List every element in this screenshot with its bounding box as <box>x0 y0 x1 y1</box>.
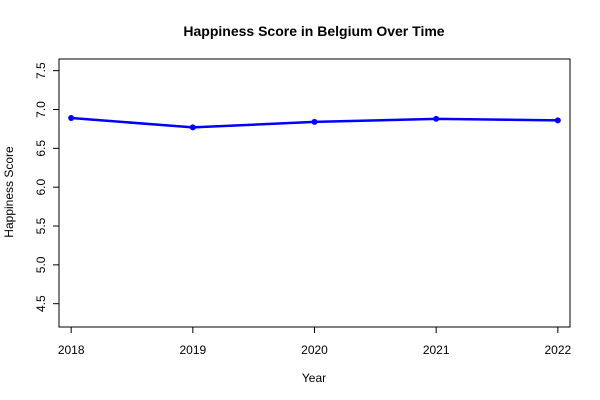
x-tick-label: 2020 <box>301 343 328 357</box>
y-tick-label: 7.5 <box>34 62 48 79</box>
y-axis-label: Happiness Score <box>2 146 16 238</box>
x-axis-label: Year <box>302 371 326 385</box>
x-axis: 2018 2019 2020 2021 2022 <box>58 326 572 357</box>
data-point <box>189 124 196 131</box>
series-layer <box>68 115 561 131</box>
plot-area-frame <box>58 58 571 328</box>
x-tick-label: 2019 <box>179 343 206 357</box>
data-point <box>433 115 440 122</box>
x-tick-label: 2022 <box>544 343 571 357</box>
chart-title: Happiness Score in Belgium Over Time <box>183 23 444 39</box>
data-point <box>68 115 75 122</box>
y-tick-label: 6.5 <box>34 140 48 157</box>
y-tick-label: 5.0 <box>34 256 48 273</box>
x-tick-label: 2021 <box>423 343 450 357</box>
y-tick-label: 5.5 <box>34 217 48 234</box>
y-tick-label: 7.0 <box>34 101 48 118</box>
y-tick-label: 6.0 <box>34 179 48 196</box>
data-point <box>554 117 561 124</box>
data-point <box>311 118 318 125</box>
x-tick-label: 2018 <box>58 343 85 357</box>
y-tick-label: 4.5 <box>34 295 48 312</box>
y-axis: 4.5 5.0 5.5 6.0 6.5 7.0 7.5 <box>34 62 60 312</box>
